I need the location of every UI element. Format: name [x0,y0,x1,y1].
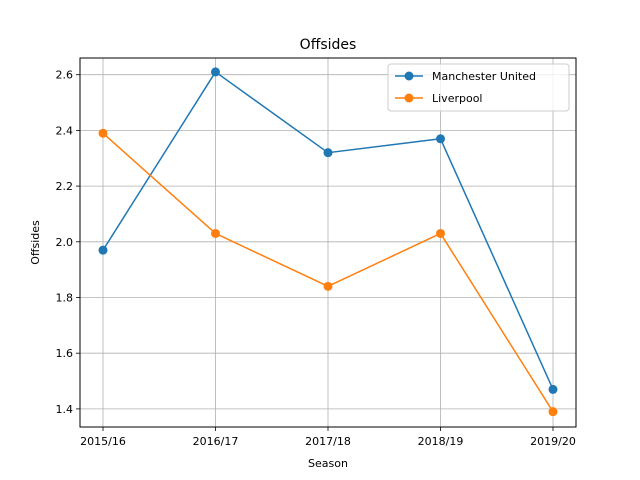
y-tick-label: 2.4 [56,124,74,137]
data-point-liverpool [323,281,333,291]
legend-marker-manchester-united [404,71,414,81]
y-tick-label: 1.4 [56,403,74,416]
y-tick-label: 2.2 [56,180,74,193]
x-tick-label: 2019/20 [530,435,576,448]
x-tick-label: 2017/18 [305,435,351,448]
legend: Manchester United Liverpool [387,63,570,112]
series-group [98,67,558,417]
legend-label-liverpool: Liverpool [432,92,482,105]
y-tick-label: 1.6 [56,347,74,360]
x-tick-label: 2015/16 [80,435,126,448]
data-point-manchester-united [323,148,333,158]
axis-ticks: 2015/16 2016/17 2017/18 2018/19 2019/20 1.4 1.… [56,69,576,448]
data-point-manchester-united [548,384,558,394]
data-point-liverpool [211,228,220,238]
chart-title: Offsides [300,37,357,53]
data-point-manchester-united [436,134,445,144]
y-axis-label: Offsides [29,220,42,265]
y-tick-label: 2.6 [56,69,74,82]
gridlines [80,58,576,427]
legend-label-manchester-united: Manchester United [432,70,536,83]
y-tick-label: 1.8 [56,292,74,305]
legend-frame [387,63,570,112]
data-point-manchester-united [211,67,220,77]
data-point-liverpool [436,228,445,238]
x-tick-label: 2016/17 [193,435,239,448]
data-point-liverpool [98,128,108,138]
x-tick-label: 2018/19 [418,435,464,448]
y-tick-label: 2.0 [56,236,74,249]
data-point-manchester-united [98,245,108,255]
x-axis-label: Season [308,457,348,470]
legend-marker-liverpool [404,93,414,103]
data-point-liverpool [548,407,558,417]
